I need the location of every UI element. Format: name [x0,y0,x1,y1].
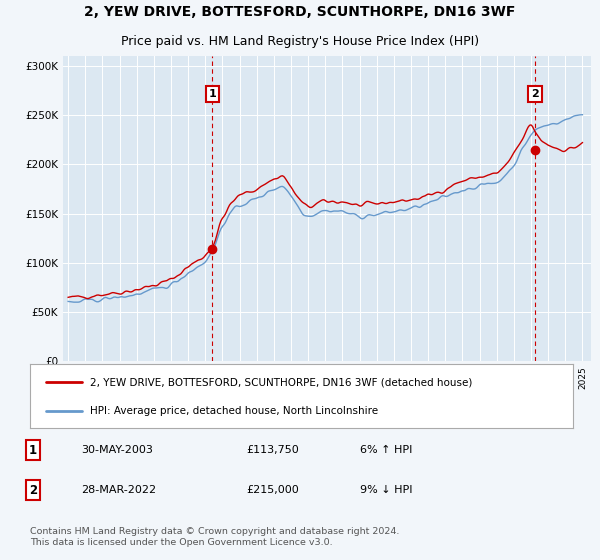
Text: 2, YEW DRIVE, BOTTESFORD, SCUNTHORPE, DN16 3WF (detached house): 2, YEW DRIVE, BOTTESFORD, SCUNTHORPE, DN… [90,377,472,387]
Text: 2: 2 [531,89,539,99]
Text: 6% ↑ HPI: 6% ↑ HPI [360,445,412,455]
Text: £215,000: £215,000 [246,485,299,495]
Text: HPI: Average price, detached house, North Lincolnshire: HPI: Average price, detached house, Nort… [90,406,378,416]
Text: 1: 1 [29,444,37,457]
Text: 9% ↓ HPI: 9% ↓ HPI [360,485,413,495]
Text: 30-MAY-2003: 30-MAY-2003 [81,445,153,455]
Text: 2: 2 [29,484,37,497]
Text: £113,750: £113,750 [246,445,299,455]
Text: 28-MAR-2022: 28-MAR-2022 [81,485,156,495]
Text: 2, YEW DRIVE, BOTTESFORD, SCUNTHORPE, DN16 3WF: 2, YEW DRIVE, BOTTESFORD, SCUNTHORPE, DN… [85,4,515,18]
Text: Price paid vs. HM Land Registry's House Price Index (HPI): Price paid vs. HM Land Registry's House … [121,35,479,48]
Text: Contains HM Land Registry data © Crown copyright and database right 2024.
This d: Contains HM Land Registry data © Crown c… [30,527,400,547]
Text: 1: 1 [208,89,216,99]
